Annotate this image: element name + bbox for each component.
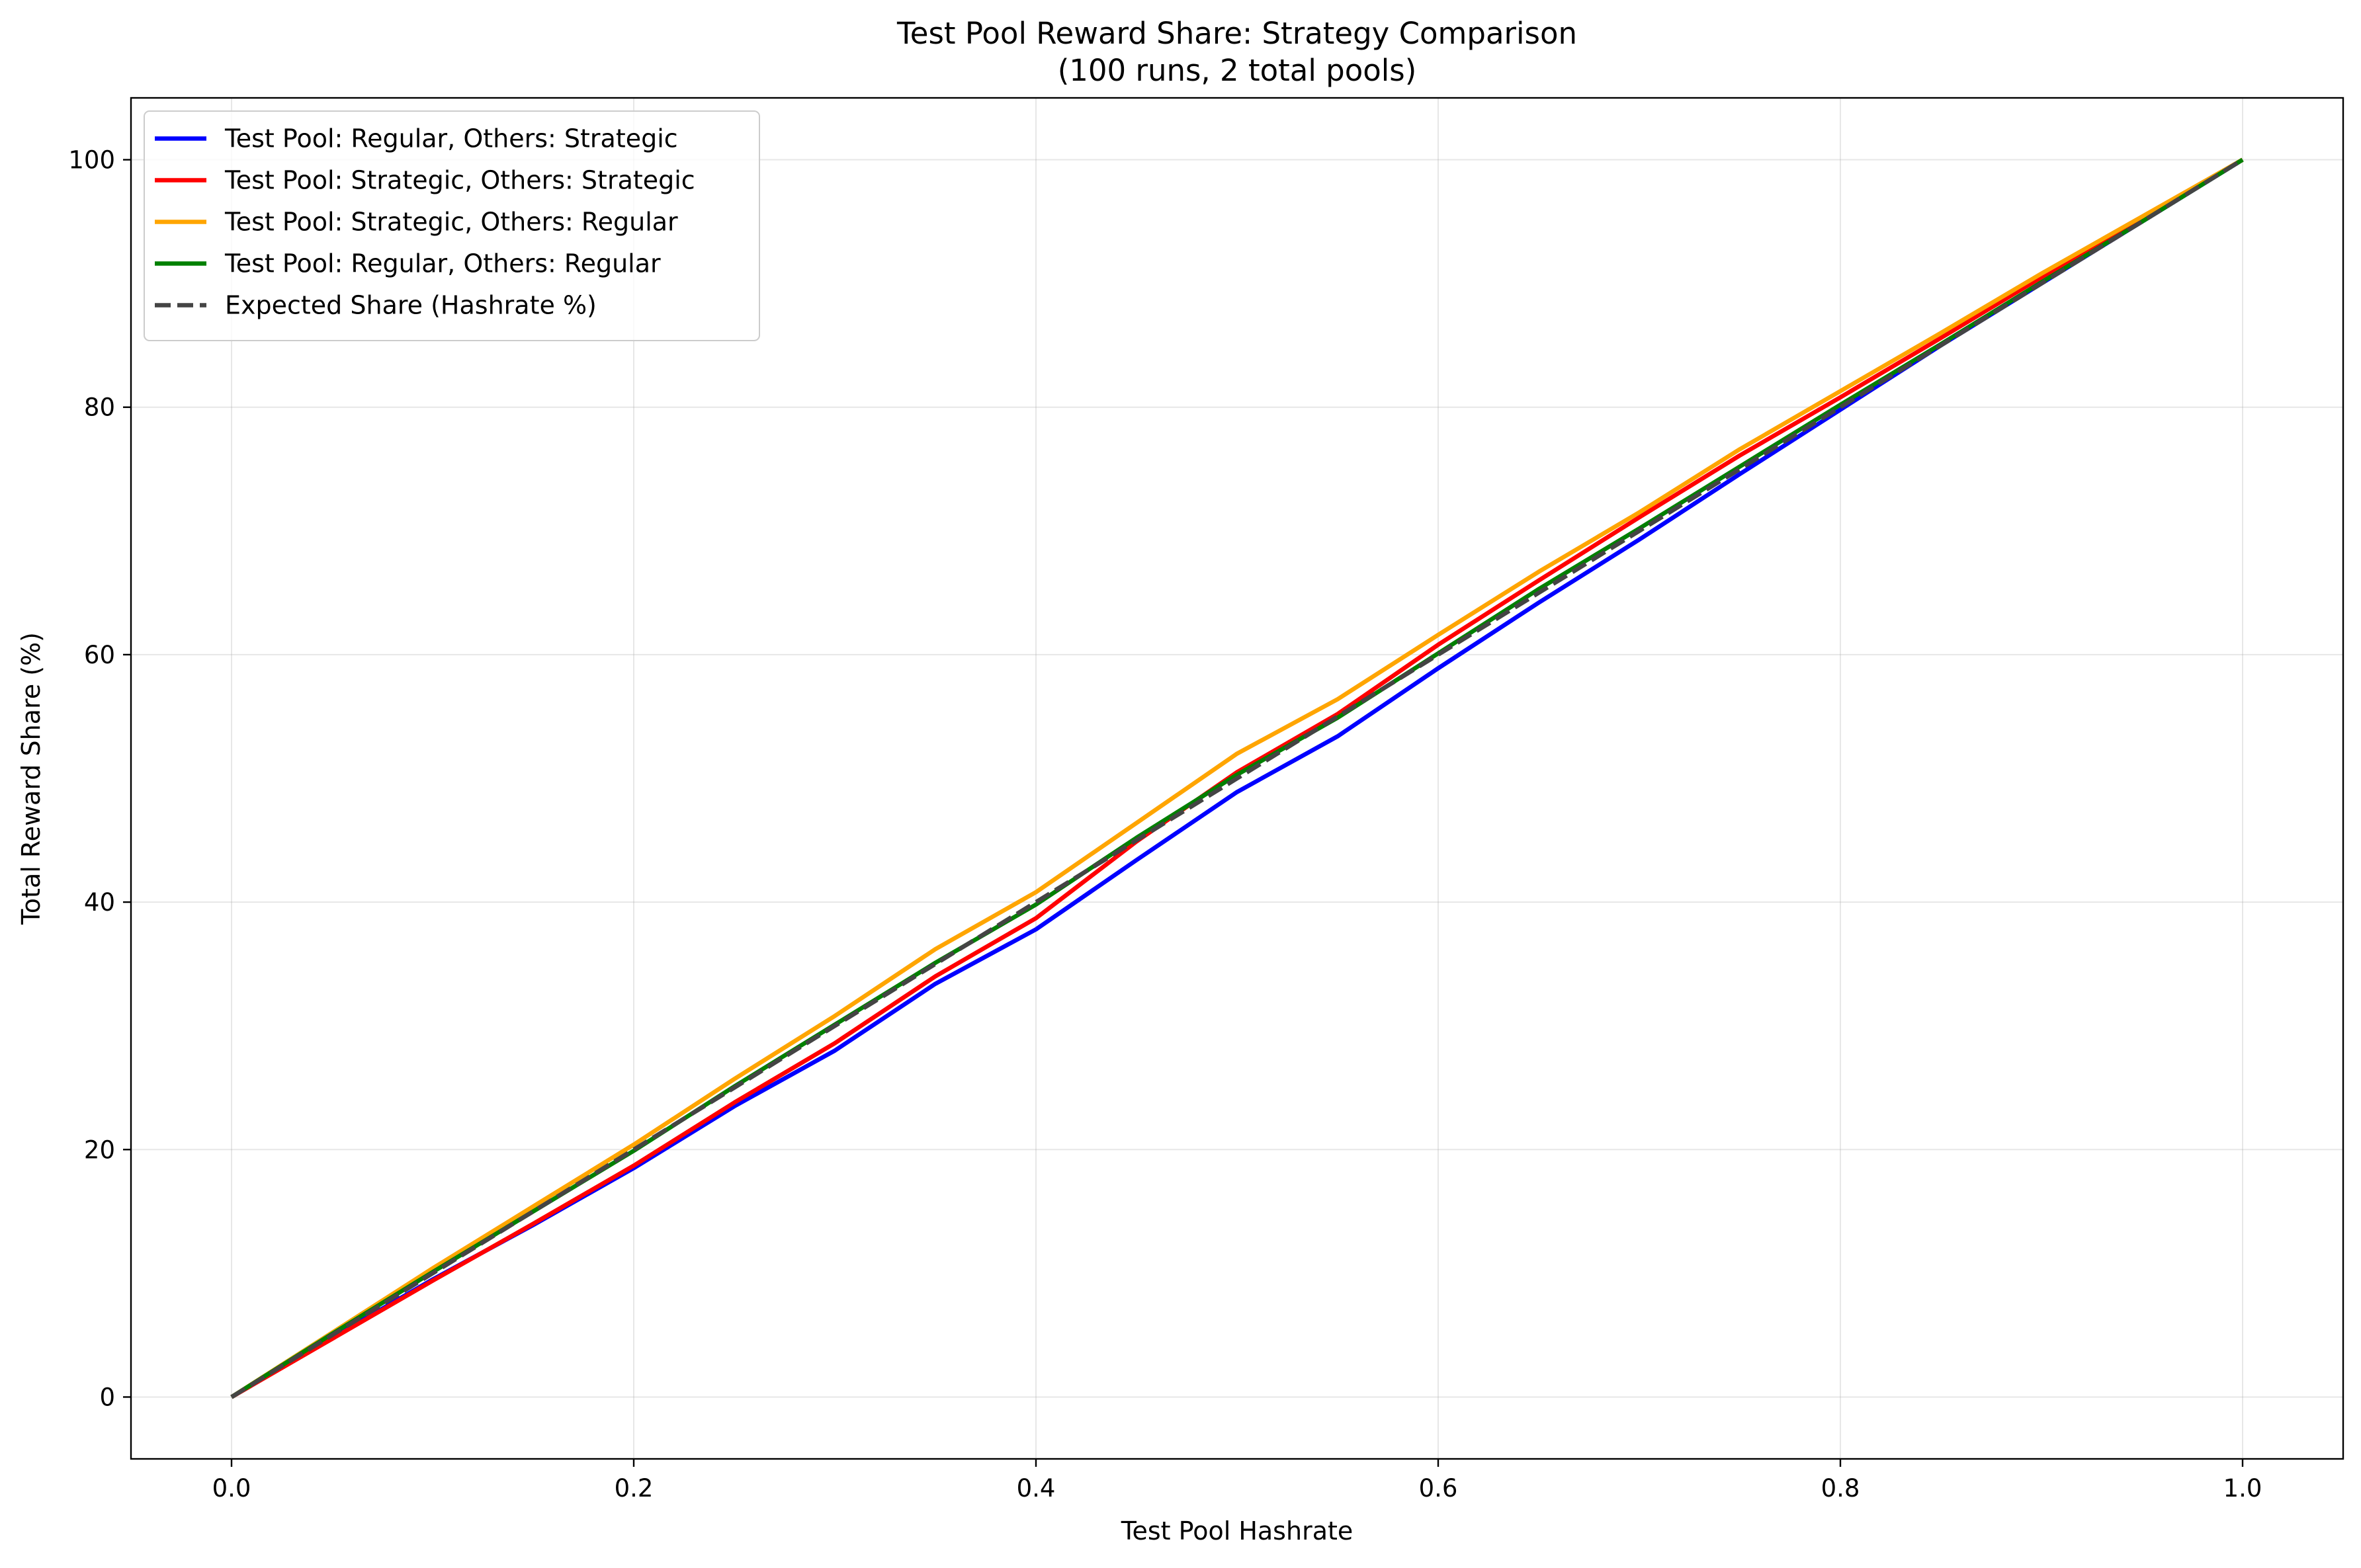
y-tick-label: 80	[84, 393, 115, 422]
y-tick-label: 20	[84, 1135, 115, 1164]
y-tick-label: 0	[99, 1383, 115, 1411]
y-axis-label: Total Reward Share (%)	[17, 632, 46, 925]
legend-label-2: Test Pool: Strategic, Others: Strategic	[224, 166, 695, 195]
x-tick-label: 0.8	[1821, 1474, 1860, 1503]
series-line-2	[230, 157, 2244, 1399]
series-line-5	[230, 157, 2244, 1399]
y-tick-label: 60	[84, 641, 115, 669]
series-line-3	[230, 157, 2244, 1399]
legend-box	[144, 110, 760, 341]
chart-title: Test Pool Reward Share: Strategy Compari…	[896, 16, 1577, 51]
axis-ticks: 0.0 0.2 0.4 0.6 0.8 1.0 0 20 40 60 80 100	[68, 146, 2262, 1503]
legend: Test Pool: Regular, Others: Strategic Tes…	[144, 110, 760, 341]
x-tick-label: 0.2	[615, 1474, 654, 1503]
legend-label-1: Test Pool: Regular, Others: Strategic	[224, 124, 678, 153]
plot-frame	[130, 97, 2344, 1460]
x-axis-label: Test Pool Hashrate	[1121, 1516, 1353, 1546]
legend-label-4: Test Pool: Regular, Others: Regular	[224, 249, 661, 278]
series-lines	[230, 157, 2244, 1399]
legend-label-3: Test Pool: Strategic, Others: Regular	[224, 208, 678, 237]
y-tick-label: 100	[68, 146, 115, 175]
x-tick-label: 1.0	[2223, 1474, 2262, 1503]
grid	[131, 98, 2343, 1459]
chart-subtitle: (100 runs, 2 total pools)	[1058, 53, 1417, 88]
x-tick-label: 0.6	[1419, 1474, 1458, 1503]
y-tick-label: 40	[84, 888, 115, 917]
legend-label-5: Expected Share (Hashrate %)	[225, 291, 597, 320]
x-tick-label: 0.0	[212, 1474, 251, 1503]
x-tick-label: 0.4	[1017, 1474, 1056, 1503]
